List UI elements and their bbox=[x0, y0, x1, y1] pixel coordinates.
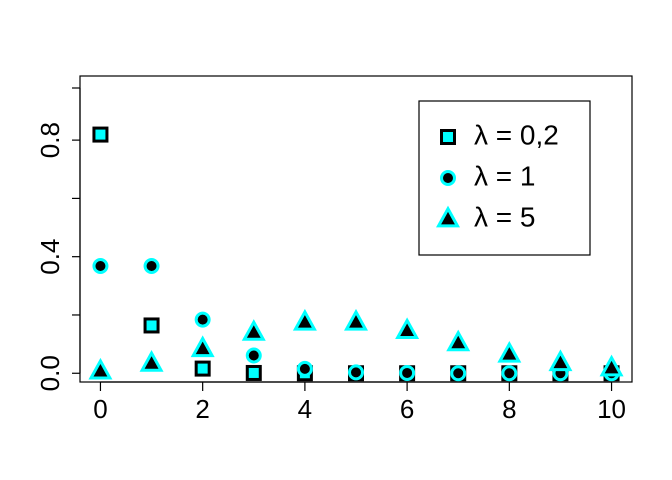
square-point bbox=[194, 360, 211, 377]
legend: λ = 0,2 λ = 1 λ = 5 bbox=[418, 100, 591, 256]
circle-point bbox=[348, 364, 364, 381]
circle-point bbox=[450, 365, 467, 382]
triangle-point bbox=[139, 349, 164, 372]
y-tick-label: 0.0 bbox=[35, 355, 65, 391]
y-tick-label: 0.4 bbox=[35, 239, 65, 275]
legend-label: λ = 0,2 bbox=[474, 119, 559, 150]
circle-point bbox=[143, 258, 160, 275]
triangle-point bbox=[548, 349, 573, 372]
x-tick-label: 4 bbox=[298, 394, 312, 424]
square-point bbox=[92, 126, 109, 143]
triangle-point bbox=[497, 340, 522, 363]
legend-label: λ = 5 bbox=[474, 201, 535, 232]
legend-circle-marker bbox=[440, 170, 456, 186]
triangle-point bbox=[395, 317, 420, 340]
x-tick-label: 0 bbox=[93, 394, 107, 424]
circle-point bbox=[296, 360, 313, 377]
triangle-point bbox=[446, 329, 471, 352]
circle-point bbox=[245, 347, 262, 364]
x-tick-label: 2 bbox=[195, 394, 209, 424]
triangle-point bbox=[292, 308, 317, 331]
triangle-point bbox=[190, 335, 215, 358]
legend-label: λ = 1 bbox=[474, 160, 535, 191]
circle-point bbox=[399, 364, 416, 381]
circle-point bbox=[501, 365, 518, 382]
axes: 0.0 0.4 0.8 0 2 4 6 8 10 bbox=[35, 87, 626, 424]
circle-point bbox=[92, 258, 109, 275]
x-tick-label: 6 bbox=[400, 394, 414, 424]
square-point bbox=[143, 317, 160, 334]
square-point bbox=[245, 364, 262, 381]
circle-point bbox=[194, 311, 211, 328]
triangle-point bbox=[344, 308, 368, 331]
x-tick-label: 10 bbox=[597, 394, 626, 424]
triangle-point bbox=[88, 357, 113, 380]
triangle-point bbox=[599, 354, 624, 377]
triangle-point bbox=[241, 319, 266, 341]
data-marks bbox=[88, 126, 624, 382]
y-tick-label: 0.8 bbox=[35, 122, 65, 158]
x-tick-label: 8 bbox=[502, 394, 516, 424]
legend-triangle-marker bbox=[436, 205, 460, 228]
legend-square-marker bbox=[440, 129, 456, 145]
